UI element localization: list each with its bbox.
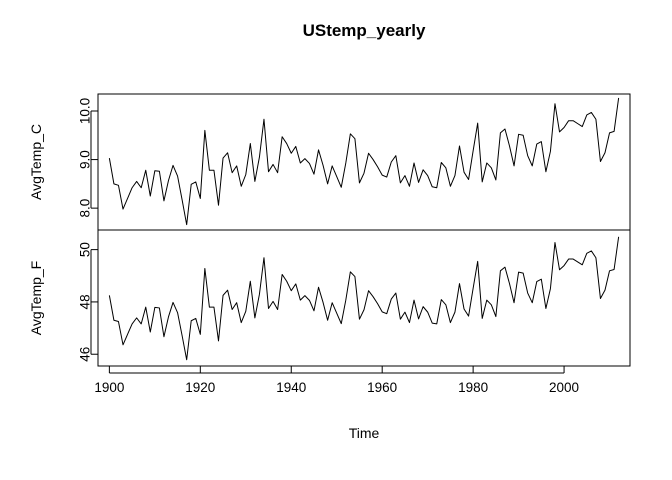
panel-avgtemp-f: 46 48 50 AvgTemp_F — [28, 229, 631, 367]
y-tick-label: 48 — [78, 294, 93, 309]
x-tick-label: 2000 — [549, 380, 579, 395]
y-tick-label: 50 — [78, 242, 93, 257]
y-tick-label: 10.0 — [78, 98, 93, 124]
x-tick-label: 1920 — [185, 380, 215, 395]
series-line-AvgTemp_F — [108, 236, 620, 361]
y-tick-label: 46 — [78, 347, 93, 362]
y-axis-label: AvgTemp_C — [28, 124, 44, 200]
y-axis-label: AvgTemp_F — [28, 261, 44, 335]
x-tick-label: 1980 — [458, 380, 488, 395]
panel-frame — [97, 93, 631, 231]
panel-avgtemp-c: 8.0 9.0 10.0 AvgTemp_C — [28, 93, 631, 231]
x-tick-label: 1960 — [367, 380, 397, 395]
x-tick-label: 1900 — [94, 380, 124, 395]
series-line-AvgTemp_C — [108, 97, 620, 226]
x-tick-label: 1940 — [276, 380, 306, 395]
panel-frame — [97, 229, 631, 367]
y-tick-label: 9.0 — [78, 150, 93, 169]
chart-title: UStemp_yearly — [303, 21, 426, 40]
x-axis-label: Time — [349, 425, 380, 441]
x-axis: 1900 1920 1940 1960 1980 2000 — [94, 366, 579, 395]
y-tick-label: 8.0 — [78, 199, 93, 218]
